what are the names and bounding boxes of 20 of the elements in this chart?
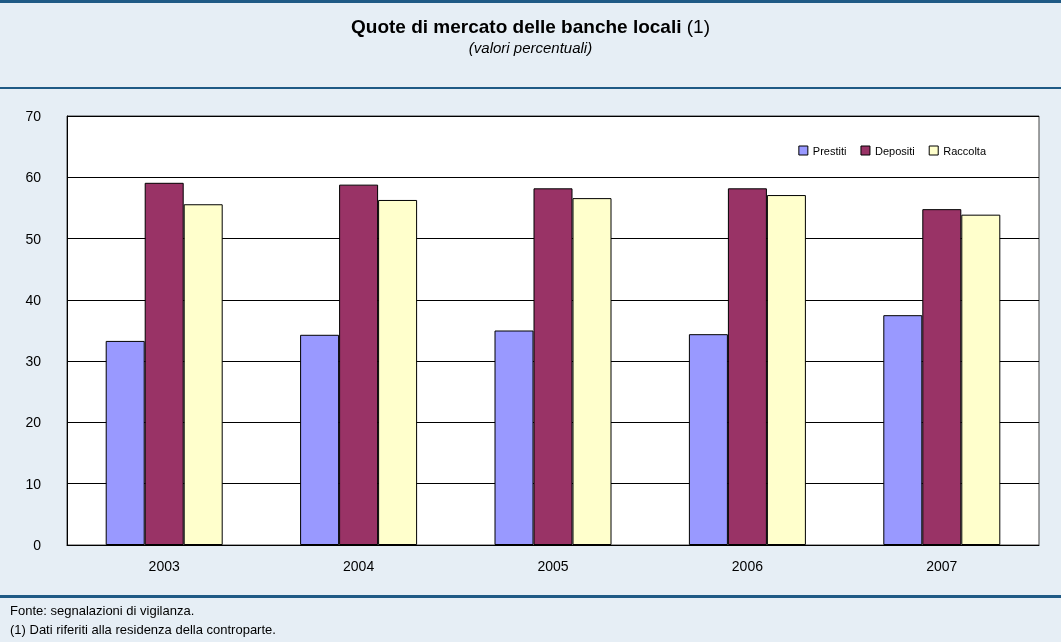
y-tick-label: 60 xyxy=(25,169,42,186)
legend-label: Prestiti xyxy=(812,144,847,157)
chart-title: Quote di mercato delle banche locali (1) xyxy=(351,16,710,37)
y-tick-label: 50 xyxy=(25,230,42,247)
y-tick-label: 0 xyxy=(33,537,42,553)
y-tick-label: 30 xyxy=(25,353,42,370)
x-tick-label: 2007 xyxy=(926,558,958,574)
legend-label: Raccolta xyxy=(943,144,987,157)
legend-label: Depositi xyxy=(874,144,915,157)
x-tick-label: 2004 xyxy=(343,558,375,574)
y-tick-label: 40 xyxy=(25,291,42,308)
x-tick-label: 2003 xyxy=(148,558,180,574)
x-tick-label: 2005 xyxy=(537,558,569,574)
chart-subtitle: (valori percentuali) xyxy=(468,39,593,56)
source-note: Fonte: segnalazioni di vigilanza. xyxy=(10,603,195,618)
y-tick-label: 20 xyxy=(25,414,42,431)
y-tick-label: 10 xyxy=(25,475,42,492)
y-tick-label: 70 xyxy=(25,108,42,124)
x-tick-label: 2006 xyxy=(731,558,764,574)
text: (1) Dati riferiti alla residenza della controparte. xyxy=(10,622,276,637)
